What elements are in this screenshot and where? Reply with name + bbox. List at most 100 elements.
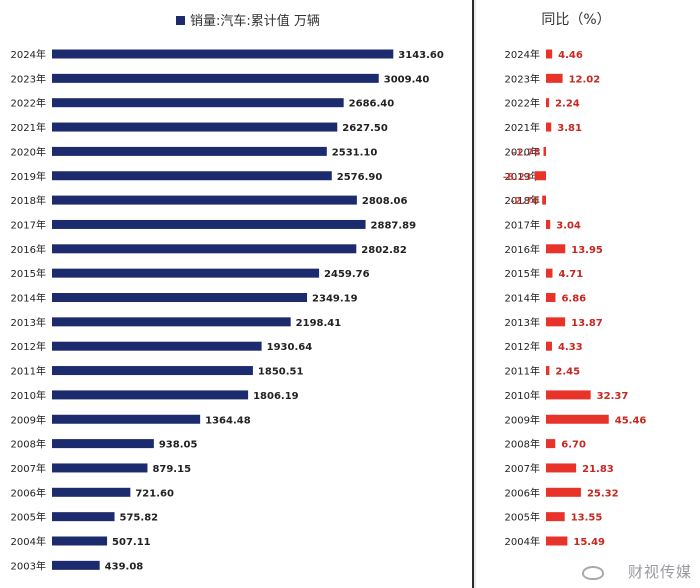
data-label: 2627.50 (342, 123, 388, 134)
yoy-bar (534, 171, 546, 181)
data-label: 1364.48 (205, 415, 251, 426)
yoy-bar (546, 536, 568, 546)
data-label: -1.78 (512, 147, 541, 158)
y-tick-label: 2010年 (505, 389, 540, 402)
yoy-bar (546, 512, 565, 522)
y-tick-label: 2005年 (11, 511, 46, 524)
yoy-bar (546, 439, 556, 449)
y-tick-label: 2008年 (11, 438, 46, 451)
y-tick-label: 2024年 (11, 48, 46, 61)
data-label: 45.46 (615, 415, 647, 426)
data-label: 3.04 (556, 220, 581, 231)
y-tick-label: 2010年 (11, 389, 46, 402)
sales-volume-panel: 销量:汽车:累计值 万辆 2024年 3143.60 2023年 3009.40 2022… (0, 0, 474, 588)
y-tick-label: 2018年 (11, 194, 46, 207)
y-tick-label: 2015年 (11, 267, 46, 280)
y-tick-label: 2006年 (505, 486, 540, 499)
data-label: 2531.10 (332, 147, 378, 158)
volume-bar (52, 414, 201, 424)
yoy-bar (546, 219, 551, 229)
y-tick-label: 2013年 (505, 316, 540, 329)
volume-bar (52, 512, 115, 522)
y-tick-label: 2016年 (11, 243, 46, 256)
y-tick-label: 2018年 (505, 194, 540, 207)
volume-bar (52, 219, 366, 229)
yoy-bar (546, 293, 556, 302)
data-label: 32.37 (597, 391, 629, 402)
yoy-bar (546, 244, 566, 254)
data-label: 3143.60 (398, 50, 444, 61)
data-label: 2.24 (555, 99, 580, 110)
y-tick-label: 2023年 (11, 72, 46, 85)
yoy-bar (546, 463, 577, 473)
volume-bar (52, 439, 154, 449)
data-label: 2887.89 (371, 220, 417, 231)
watermark-text: 财视传媒 (627, 563, 692, 581)
volume-bar (52, 366, 253, 376)
y-tick-label: 2016年 (505, 243, 540, 256)
volume-bar (52, 390, 249, 400)
volume-bar (52, 171, 332, 181)
yoy-bar (546, 414, 609, 424)
volume-bar (52, 463, 148, 473)
volume-bar (52, 195, 357, 205)
yoy-panel: 同比（%） 2024年 4.46 2023年 12.02 2022年 2.24 2021年 3.… (476, 0, 700, 588)
y-tick-label: 2015年 (505, 267, 540, 280)
y-tick-label: 2006年 (11, 486, 46, 499)
y-tick-label: 2017年 (11, 218, 46, 231)
data-label: 2459.76 (324, 269, 370, 280)
yoy-bar (546, 317, 566, 327)
y-tick-label: 2022年 (11, 97, 46, 110)
volume-bar (52, 536, 108, 546)
y-tick-label: 2004年 (11, 535, 46, 548)
data-label: 2198.41 (296, 318, 342, 329)
data-label: 13.55 (571, 513, 603, 524)
data-label: 2.45 (555, 367, 580, 378)
data-label: 1806.19 (253, 391, 299, 402)
data-label: -2.76 (510, 196, 539, 207)
chart-title: 同比（%） (541, 12, 610, 28)
volume-bar (52, 49, 394, 59)
y-tick-label: 2007年 (505, 462, 540, 475)
y-tick-label: 2019年 (11, 170, 46, 183)
volume-bar (52, 122, 338, 132)
y-tick-label: 2022年 (505, 97, 540, 110)
data-label: 1930.64 (267, 342, 313, 353)
y-tick-label: 2012年 (11, 340, 46, 353)
volume-bar (52, 341, 262, 351)
legend-label: 销量:汽车:累计值 万辆 (190, 13, 320, 29)
y-tick-label: 2007年 (11, 462, 46, 475)
y-tick-label: 2011年 (11, 365, 46, 378)
yoy-bar (546, 341, 552, 351)
data-label: 6.86 (561, 294, 586, 305)
y-tick-label: 2012年 (505, 340, 540, 353)
y-tick-label: 2024年 (505, 48, 540, 61)
y-tick-label: 2009年 (505, 413, 540, 426)
data-label: 938.05 (159, 440, 198, 451)
volume-bar (52, 98, 344, 108)
data-label: -8.23 (503, 172, 532, 183)
data-label: 439.08 (105, 561, 144, 572)
y-tick-label: 2014年 (505, 292, 540, 305)
y-tick-label: 2021年 (505, 121, 540, 134)
data-label: 2686.40 (349, 99, 395, 110)
yoy-bar (546, 122, 552, 132)
volume-bar (52, 146, 327, 156)
data-label: 507.11 (112, 537, 151, 548)
yoy-bar (546, 268, 553, 278)
legend-swatch (176, 16, 185, 25)
data-label: 879.15 (152, 464, 191, 475)
volume-bar (52, 73, 379, 83)
yoy-bar (546, 49, 553, 59)
y-tick-label: 2013年 (11, 316, 46, 329)
y-tick-label: 2008年 (505, 438, 540, 451)
data-label: 13.95 (571, 245, 603, 256)
data-label: 25.32 (587, 488, 619, 499)
y-tick-label: 2023年 (505, 72, 540, 85)
y-tick-label: 2020年 (505, 145, 540, 158)
yoy-bar (546, 487, 581, 497)
data-label: 4.33 (558, 342, 583, 353)
y-tick-label: 2011年 (505, 365, 540, 378)
sales-volume-chart: 销量:汽车:累计值 万辆 2024年 3143.60 2023年 3009.40 2022… (11, 13, 444, 572)
volume-bar (52, 293, 308, 302)
